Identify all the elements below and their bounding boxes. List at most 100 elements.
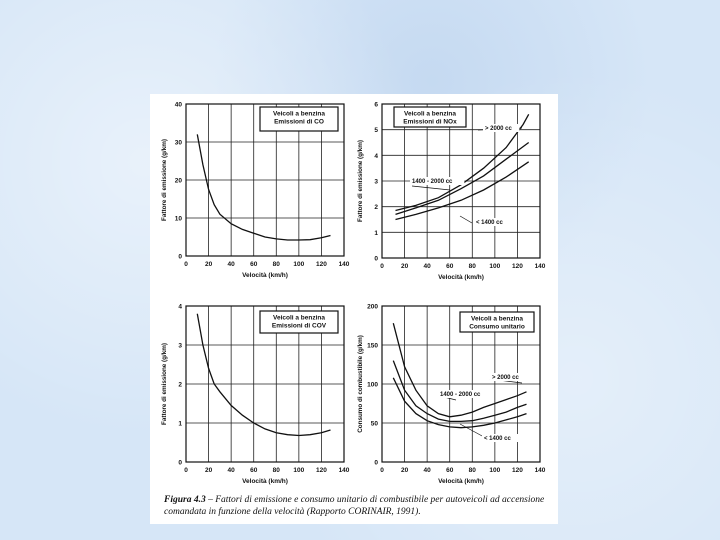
y-tick-label: 6 bbox=[374, 102, 378, 109]
caption-text: – Fattori di emissione e consumo unitari… bbox=[164, 495, 545, 517]
series-label-bg bbox=[438, 390, 493, 398]
x-tick-label: 80 bbox=[273, 467, 281, 474]
x-tick-label: 140 bbox=[339, 261, 350, 268]
chart-4: 0 20 40 60 80 100 120 140 0 50 100 150 200 Velocità (… bbox=[357, 304, 546, 486]
x-tick-label: 0 bbox=[380, 263, 384, 270]
chart-title-line: Emissioni di NOx bbox=[403, 119, 457, 126]
series-leader-line bbox=[411, 185, 451, 191]
series-label-bg bbox=[482, 434, 519, 442]
x-tick-label: 20 bbox=[205, 261, 213, 268]
x-tick-label: 120 bbox=[512, 263, 523, 270]
x-tick-label: 140 bbox=[535, 467, 546, 474]
y-axis-label: Consumo di combustibile (g/km) bbox=[357, 335, 364, 433]
chart-1: 0 20 40 60 80 100 120 140 0 10 20 30 40 Velocità (km/… bbox=[161, 102, 350, 280]
y-tick-label: 1 bbox=[178, 421, 182, 428]
x-tick-label: 120 bbox=[316, 467, 327, 474]
y-tick-label: 4 bbox=[374, 153, 378, 160]
y-axis-label: Fattore di emissione (g/km) bbox=[161, 139, 168, 221]
series-leader-line bbox=[459, 423, 485, 438]
x-tick-label: 20 bbox=[205, 467, 213, 474]
y-tick-label: 200 bbox=[367, 304, 378, 311]
x-tick-label: 0 bbox=[184, 467, 188, 474]
series-line-1 bbox=[196, 134, 331, 241]
y-tick-label: 50 bbox=[371, 421, 379, 428]
y-axis-label: Fattore di emissione (g/km) bbox=[161, 343, 168, 425]
series-line-2 bbox=[395, 141, 530, 216]
x-tick-label: 40 bbox=[228, 261, 236, 268]
plot-frame bbox=[185, 305, 345, 463]
plot-frame bbox=[185, 103, 345, 257]
x-axis-label: Velocità (km/h) bbox=[438, 274, 484, 281]
y-tick-label: 1 bbox=[374, 230, 378, 237]
chart-title-line: Veicoli a benzina bbox=[273, 315, 325, 322]
chart-title-box bbox=[259, 310, 339, 334]
y-tick-label: 2 bbox=[178, 382, 182, 389]
figure-caption: Figura 4.3 – Fattori di emissione e cons… bbox=[164, 494, 554, 518]
x-tick-label: 140 bbox=[339, 467, 350, 474]
y-tick-label: 4 bbox=[178, 304, 182, 311]
x-tick-label: 120 bbox=[316, 261, 327, 268]
chart-title-box bbox=[393, 106, 467, 128]
y-tick-label: 5 bbox=[374, 127, 378, 134]
plot-frame bbox=[381, 103, 541, 259]
y-tick-label: 30 bbox=[175, 140, 183, 147]
y-tick-label: 3 bbox=[374, 179, 378, 186]
series-label: 1400 - 2000 cc bbox=[440, 392, 481, 398]
series-label: > 2000 cc bbox=[492, 375, 520, 381]
x-tick-label: 60 bbox=[250, 261, 258, 268]
y-tick-label: 150 bbox=[367, 343, 378, 350]
x-tick-label: 80 bbox=[469, 467, 477, 474]
y-tick-label: 0 bbox=[178, 254, 182, 261]
y-tick-label: 0 bbox=[374, 460, 378, 467]
chart-title-line: Emissioni di CO bbox=[274, 119, 324, 126]
x-tick-label: 60 bbox=[446, 467, 454, 474]
y-tick-label: 100 bbox=[367, 382, 378, 389]
x-tick-label: 100 bbox=[489, 467, 500, 474]
chart-title-line: Veicoli a benzina bbox=[404, 111, 456, 118]
y-tick-label: 40 bbox=[175, 102, 183, 109]
x-tick-label: 60 bbox=[446, 263, 454, 270]
x-tick-label: 100 bbox=[293, 261, 304, 268]
caption-label: Figura 4.3 bbox=[164, 495, 206, 505]
x-tick-label: 120 bbox=[512, 467, 523, 474]
series-leader-line bbox=[459, 215, 473, 224]
series-label-bg bbox=[410, 177, 465, 185]
chart-title-box bbox=[459, 311, 535, 333]
y-tick-label: 20 bbox=[175, 178, 183, 185]
y-tick-label: 3 bbox=[178, 343, 182, 350]
series-label-bg bbox=[490, 373, 527, 381]
x-tick-label: 40 bbox=[228, 467, 236, 474]
series-label: 1400 - 2000 cc bbox=[412, 179, 453, 185]
plot-frame bbox=[381, 305, 541, 463]
x-tick-label: 100 bbox=[293, 467, 304, 474]
x-tick-label: 0 bbox=[380, 467, 384, 474]
series-label-bg bbox=[483, 124, 520, 132]
chart-title-line: Consumo unitario bbox=[469, 324, 525, 331]
chart-3: 0 20 40 60 80 100 120 140 0 1 2 3 4 Velocità (km/h) Fa… bbox=[161, 304, 350, 486]
chart-title-line: Veicoli a benzina bbox=[273, 111, 325, 118]
x-axis-label: Velocità (km/h) bbox=[242, 478, 288, 485]
series-line-2 bbox=[392, 360, 527, 423]
series-label: > 2000 cc bbox=[485, 126, 513, 132]
x-tick-label: 20 bbox=[401, 467, 409, 474]
x-tick-label: 0 bbox=[184, 261, 188, 268]
y-tick-label: 2 bbox=[374, 204, 378, 211]
series-label: < 1400 cc bbox=[484, 436, 512, 442]
series-label: < 1400 cc bbox=[476, 220, 504, 226]
x-tick-label: 80 bbox=[273, 261, 281, 268]
series-label-bg bbox=[474, 218, 511, 226]
x-axis-label: Velocità (km/h) bbox=[438, 478, 484, 485]
x-tick-label: 140 bbox=[535, 263, 546, 270]
x-tick-label: 60 bbox=[250, 467, 258, 474]
x-tick-label: 40 bbox=[424, 263, 432, 270]
series-line-1 bbox=[196, 313, 331, 437]
x-tick-label: 80 bbox=[469, 263, 477, 270]
x-tick-label: 100 bbox=[489, 263, 500, 270]
chart-title-line: Emissioni di COV bbox=[272, 323, 327, 330]
y-tick-label: 0 bbox=[178, 460, 182, 467]
x-axis-label: Velocità (km/h) bbox=[242, 272, 288, 279]
chart-title-box bbox=[259, 106, 339, 132]
y-tick-label: 0 bbox=[374, 256, 378, 263]
x-tick-label: 20 bbox=[401, 263, 409, 270]
x-tick-label: 40 bbox=[424, 467, 432, 474]
